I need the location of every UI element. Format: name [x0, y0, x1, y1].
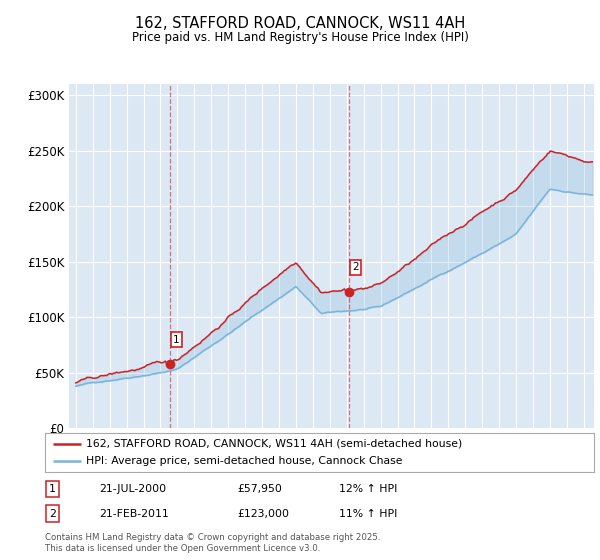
- Text: 1: 1: [49, 484, 56, 494]
- Text: £123,000: £123,000: [237, 508, 289, 519]
- Text: 21-FEB-2011: 21-FEB-2011: [99, 508, 169, 519]
- Text: 162, STAFFORD ROAD, CANNOCK, WS11 4AH: 162, STAFFORD ROAD, CANNOCK, WS11 4AH: [135, 16, 465, 31]
- Text: 1: 1: [173, 334, 180, 344]
- Text: Contains HM Land Registry data © Crown copyright and database right 2025.
This d: Contains HM Land Registry data © Crown c…: [45, 533, 380, 553]
- Text: £57,950: £57,950: [237, 484, 282, 494]
- Text: 2: 2: [49, 508, 56, 519]
- Text: 12% ↑ HPI: 12% ↑ HPI: [339, 484, 397, 494]
- Text: 21-JUL-2000: 21-JUL-2000: [99, 484, 166, 494]
- Text: 11% ↑ HPI: 11% ↑ HPI: [339, 508, 397, 519]
- Text: 2: 2: [352, 262, 359, 272]
- Text: Price paid vs. HM Land Registry's House Price Index (HPI): Price paid vs. HM Land Registry's House …: [131, 31, 469, 44]
- Text: 162, STAFFORD ROAD, CANNOCK, WS11 4AH (semi-detached house): 162, STAFFORD ROAD, CANNOCK, WS11 4AH (s…: [86, 438, 463, 449]
- Text: HPI: Average price, semi-detached house, Cannock Chase: HPI: Average price, semi-detached house,…: [86, 456, 403, 466]
